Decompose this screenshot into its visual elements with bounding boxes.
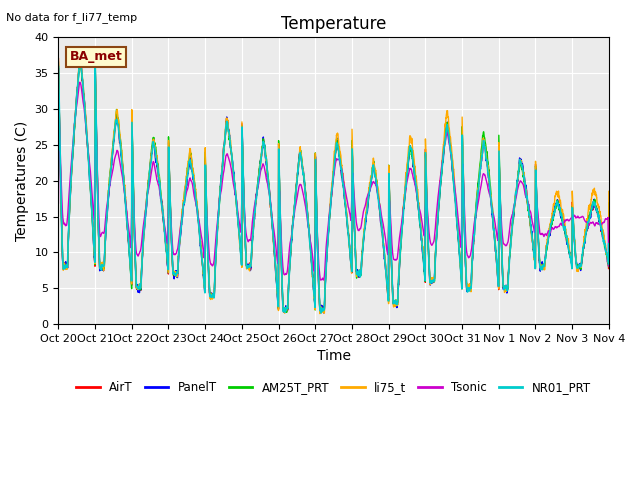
Legend: AirT, PanelT, AM25T_PRT, li75_t, Tsonic, NR01_PRT: AirT, PanelT, AM25T_PRT, li75_t, Tsonic,… [72, 376, 596, 398]
Y-axis label: Temperatures (C): Temperatures (C) [15, 120, 29, 241]
Text: No data for f_li77_temp: No data for f_li77_temp [6, 12, 138, 23]
Title: Temperature: Temperature [281, 15, 387, 33]
Text: BA_met: BA_met [69, 50, 122, 63]
X-axis label: Time: Time [317, 349, 351, 363]
